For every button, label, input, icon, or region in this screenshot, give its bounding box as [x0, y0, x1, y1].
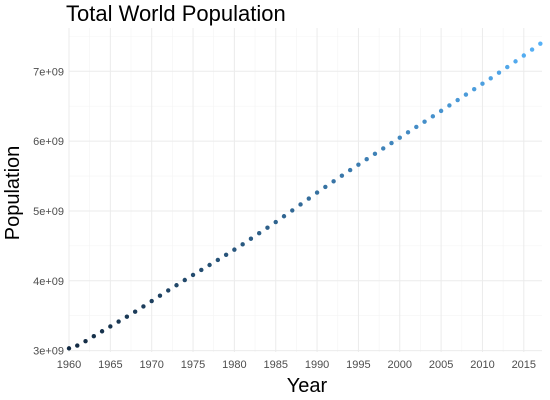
x-tick-label: 1985 — [263, 359, 287, 371]
data-point — [356, 162, 361, 167]
chart-title: Total World Population — [66, 1, 286, 26]
data-point — [372, 151, 378, 157]
data-point — [265, 225, 270, 230]
data-point — [132, 309, 138, 314]
data-point — [215, 257, 221, 263]
x-tick-label: 1960 — [57, 359, 81, 371]
y-tick-label: 4e+09 — [33, 276, 64, 288]
data-point — [364, 157, 369, 162]
data-point — [182, 277, 187, 283]
grid-lines — [68, 28, 542, 352]
data-point — [331, 179, 336, 184]
data-point — [141, 304, 146, 309]
y-tick-labels: 3e+09 4e+09 5e+09 6e+09 7e+09 — [33, 66, 64, 357]
data-point — [389, 140, 394, 146]
data-point — [174, 283, 179, 288]
data-point — [496, 70, 502, 75]
x-tick-labels: 1960 1965 1970 1975 1980 1985 1990 1995 2000 2005… — [57, 359, 536, 371]
data-point — [323, 184, 328, 190]
data-point — [91, 334, 97, 339]
x-tick-label: 2015 — [512, 359, 536, 371]
x-tick-label: 1980 — [222, 359, 246, 371]
data-point — [75, 343, 80, 348]
data-point — [471, 86, 477, 92]
data-point — [529, 47, 535, 52]
data-point — [505, 64, 510, 70]
data-point — [521, 53, 527, 58]
data-point — [381, 146, 386, 151]
x-tick-label: 1965 — [98, 359, 122, 371]
data-point — [99, 329, 105, 334]
data-point — [116, 319, 121, 324]
data-point — [480, 81, 485, 86]
data-point — [488, 76, 493, 81]
data-point — [166, 288, 171, 293]
x-tick-label: 1975 — [181, 359, 205, 371]
data-point — [149, 298, 154, 304]
data-point — [66, 346, 72, 351]
x-tick-label: 1990 — [305, 359, 329, 371]
data-point — [347, 167, 353, 173]
y-axis-title: Population — [2, 146, 24, 241]
data-point — [199, 267, 204, 273]
data-point — [339, 173, 345, 178]
data-point — [232, 247, 237, 252]
data-point — [422, 119, 427, 124]
data-point — [273, 219, 278, 225]
y-tick-label: 6e+09 — [33, 136, 64, 148]
data-point — [414, 124, 419, 130]
data-point — [430, 114, 436, 119]
x-tick-label: 1970 — [139, 359, 163, 371]
data-points — [66, 41, 543, 351]
x-axis-title: Year — [287, 375, 328, 397]
data-point — [513, 59, 518, 64]
data-point — [438, 108, 444, 114]
data-point — [207, 262, 212, 268]
data-point — [298, 202, 303, 207]
y-tick-label: 5e+09 — [33, 206, 64, 218]
data-point — [157, 293, 163, 298]
data-point — [455, 97, 460, 103]
x-tick-label: 2000 — [388, 359, 412, 371]
data-point — [108, 324, 113, 329]
data-point — [306, 196, 312, 201]
data-point — [463, 92, 469, 97]
data-point — [314, 190, 320, 195]
data-point — [83, 338, 88, 344]
y-tick-label: 7e+09 — [33, 66, 64, 78]
data-point — [223, 252, 229, 257]
y-tick-label: 3e+09 — [33, 346, 64, 358]
data-point — [397, 135, 402, 140]
data-point — [190, 272, 196, 278]
x-tick-label: 1995 — [346, 359, 370, 371]
x-tick-label: 2005 — [429, 359, 453, 371]
data-point — [281, 214, 287, 219]
data-point — [256, 231, 262, 236]
data-point — [240, 242, 245, 247]
data-point — [290, 208, 295, 213]
data-point — [538, 41, 543, 46]
x-tick-label: 2010 — [470, 359, 494, 371]
data-point — [248, 236, 254, 241]
data-point — [405, 130, 411, 135]
data-point — [447, 103, 452, 108]
data-point — [124, 314, 130, 319]
